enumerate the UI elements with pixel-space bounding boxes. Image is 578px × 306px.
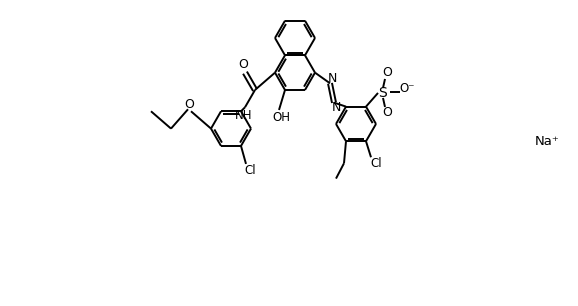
Text: Na⁺: Na⁺ <box>535 135 560 147</box>
Text: N: N <box>331 101 340 114</box>
Text: O: O <box>382 106 392 119</box>
Text: O: O <box>184 98 194 111</box>
Text: Cl: Cl <box>370 157 382 170</box>
Text: O: O <box>382 66 392 80</box>
Text: O⁻: O⁻ <box>399 82 415 95</box>
Text: NH: NH <box>235 109 253 122</box>
Text: S: S <box>379 86 387 100</box>
Text: O: O <box>238 58 248 71</box>
Text: N: N <box>327 72 337 85</box>
Text: Cl: Cl <box>244 164 256 177</box>
Text: OH: OH <box>272 111 290 125</box>
